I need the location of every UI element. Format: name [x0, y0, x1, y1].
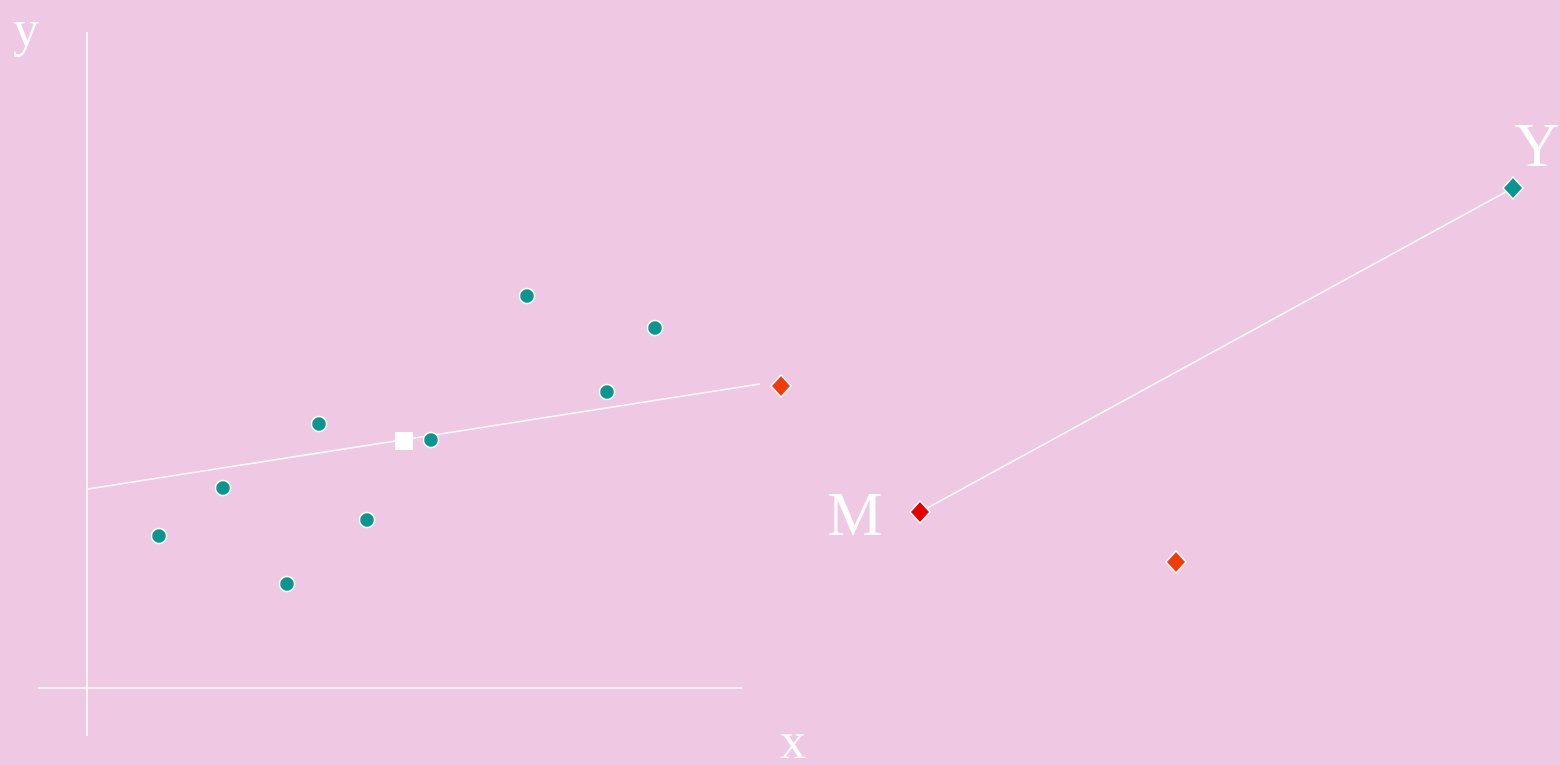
data-point: [646, 319, 664, 337]
data-point: [358, 511, 376, 529]
x-axis-label: x: [780, 713, 806, 765]
y-diamond: [1501, 175, 1525, 201]
y-axis-label: y: [13, 1, 39, 58]
y-point-label: Y: [1515, 112, 1560, 180]
data-point: [598, 383, 616, 401]
end-diamond: [769, 373, 793, 399]
projection-line: [919, 187, 1514, 513]
m-label: M: [827, 481, 882, 549]
mean-point: [395, 432, 413, 450]
data-point: [310, 415, 328, 433]
data-point: [150, 527, 168, 545]
data-points: [150, 287, 664, 593]
data-point: [422, 431, 440, 449]
residual-diamond: [1164, 549, 1188, 575]
data-point: [278, 575, 296, 593]
data-point: [518, 287, 536, 305]
m-diamond: [908, 499, 932, 525]
data-point: [214, 479, 232, 497]
